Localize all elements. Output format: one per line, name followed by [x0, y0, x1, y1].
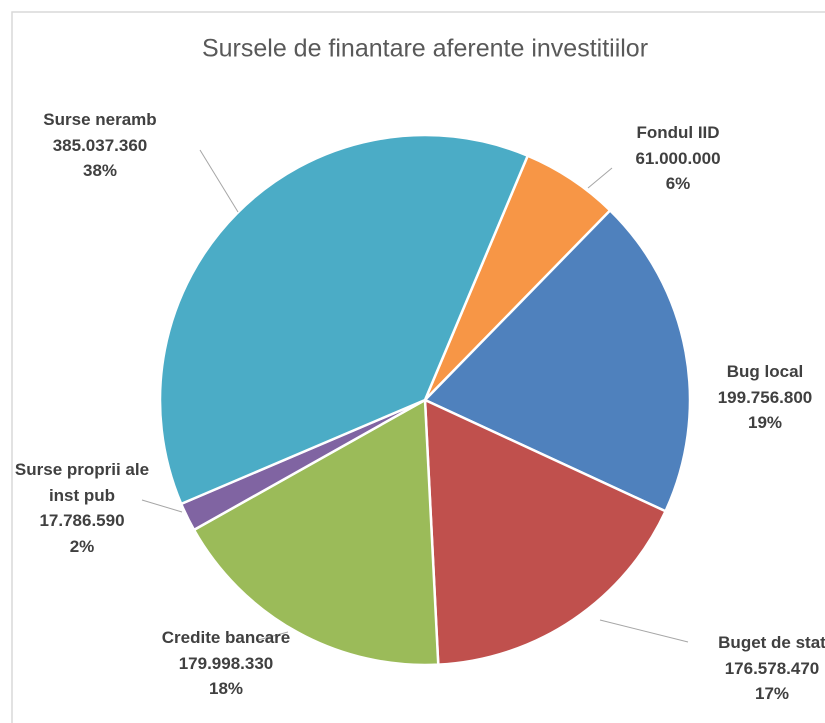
value-label: 199.756.800 — [717, 387, 813, 407]
leader-line — [587, 167, 613, 189]
value-label: 17.786.590 — [39, 511, 125, 530]
leader-line — [599, 619, 689, 643]
pie-slice — [192, 397, 440, 667]
data-label: Credite bancare 179.998.330 18% — [156, 625, 296, 702]
pie-slice — [422, 208, 692, 513]
data-label: Buget de stat 176.578.470 17% — [697, 630, 825, 707]
value-label: 385.037.360 — [52, 135, 148, 155]
percent-label: 19% — [747, 413, 783, 432]
leader-line — [141, 499, 183, 513]
percent-label: 6% — [665, 174, 691, 193]
value-label: 61.000.000 — [635, 148, 721, 168]
leader-lines — [141, 149, 689, 643]
value-label: 179.998.330 — [178, 653, 274, 673]
percent-label: 17% — [754, 684, 790, 703]
leader-line — [257, 631, 289, 641]
pie-slice — [158, 133, 530, 506]
data-label: Bug local 199.756.800 19% — [690, 359, 825, 436]
slices — [158, 133, 692, 667]
percent-label: 18% — [208, 679, 244, 698]
pie-slice — [423, 397, 668, 666]
chart-title: Sursele de finantare aferente investitii… — [202, 35, 648, 63]
category-label: Fondul IID — [636, 123, 720, 142]
category-label: Surse neramb — [43, 110, 157, 129]
category-label: Credite bancare — [161, 628, 291, 647]
data-label: Fondul IID 61.000.000 6% — [588, 120, 768, 197]
category-label: Buget de stat — [718, 633, 825, 652]
data-label: Surse neramb 385.037.360 38% — [10, 107, 190, 184]
value-label: 176.578.470 — [724, 658, 820, 678]
data-label: Surse proprii ale inst pub 17.786.590 2% — [12, 457, 152, 559]
category-label: Bug local — [726, 362, 804, 381]
leader-line — [199, 149, 239, 213]
percent-label: 2% — [69, 536, 95, 556]
category-label: Surse proprii ale inst pub — [14, 460, 150, 505]
percent-label: 38% — [82, 161, 118, 180]
